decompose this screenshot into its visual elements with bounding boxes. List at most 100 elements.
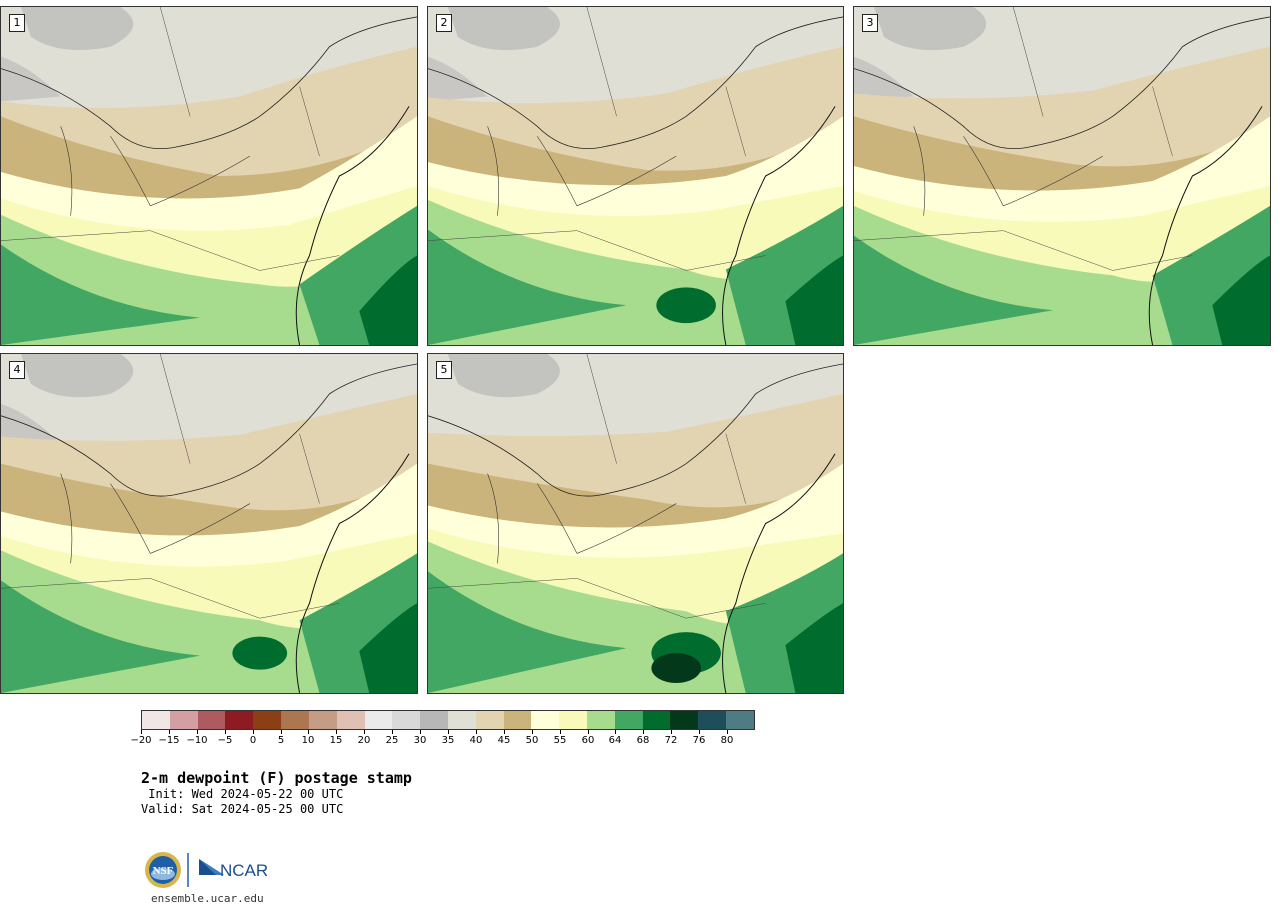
lake-outline [913,126,1103,216]
cold-patch [873,7,987,51]
ocean-humid [359,255,417,345]
colorbar-segment [392,711,421,729]
colorbar-tick-mark [532,730,533,734]
very-humid-patch [656,287,716,324]
colorbar-tick-mark [588,730,589,734]
colorbar-tick-label: 30 [413,735,427,746]
colorbar-tick-mark [476,730,477,734]
dewpoint-map [428,354,843,693]
colorbar-segment [253,711,282,729]
coastline [722,106,836,345]
colorbar-tick-mark [560,730,561,734]
dewpoint-map [1,7,417,345]
humid-zone [428,229,627,345]
cold-patch [447,354,560,398]
colorbar-tick-mark [308,730,309,734]
colorbar-tick-mark [615,730,616,734]
colorbar-tick-label: 55 [553,735,567,746]
dewpoint-map [1,354,417,693]
colorbar [141,710,755,730]
colorbar-tick-label: 60 [581,735,595,746]
colorbar-segment [364,711,393,729]
colorbar-tick-label: 15 [329,735,343,746]
state-borders [1,7,340,271]
tan-band [428,46,843,177]
border-line [428,363,843,497]
coastline [295,106,410,345]
colorbar-tick-label: 10 [301,735,315,746]
colorbar-tick-mark [141,730,142,734]
panel-label: 3 [862,14,878,32]
humid-zone [1,244,201,345]
border-line [428,16,843,150]
ocean-humid [785,255,843,345]
colorbar-segment [447,711,476,729]
colorbar-segment [642,711,671,729]
state-borders [428,7,766,271]
colorbar-segment [281,711,309,729]
colorbar-segment [336,711,365,729]
colorbar-tick-label: −20 [130,735,152,746]
valid-time: Valid: Sat 2024-05-25 00 UTC [141,802,344,816]
colorbar-segment [559,711,587,729]
colorbar-segment [308,711,337,729]
colorbar-tick-label: 0 [249,735,257,746]
colorbar-segment [225,711,254,729]
colorbar-tick-mark [392,730,393,734]
colorbar-segment [503,711,532,729]
map-panel-1: 1 [0,6,418,346]
init-time: Init: Wed 2024-05-22 00 UTC [141,787,344,801]
colorbar-tick-mark [504,730,505,734]
lake-outline [487,473,677,564]
colorbar-segment [531,711,560,729]
coastline [1148,106,1263,345]
colorbar-segment [169,711,198,729]
colorbar-segment [142,711,170,729]
colorbar-tick-mark [253,730,254,734]
colorbar-segment [670,711,699,729]
cold-patch [447,7,560,51]
nsf-logo: NSF [145,852,181,888]
map-panel-3: 3 [853,6,1271,346]
state-borders [854,7,1193,271]
colorbar-tick-mark [281,730,282,734]
colorbar-tick-mark [420,730,421,734]
panel-label: 4 [9,361,25,379]
colorbar-tick-label: 80 [720,735,734,746]
humid-zone [854,235,1054,345]
dewpoint-map [854,7,1270,345]
colorbar-tick-label: −5 [217,735,233,746]
ncar-logo: NCAR [199,859,268,880]
colorbar-tick-label: 45 [497,735,511,746]
colorbar-tick-mark [699,730,700,734]
tan-band [1,46,417,181]
colorbar-tick-label: −15 [158,735,180,746]
cold-patch [20,7,134,51]
colorbar-tick-label: 64 [608,735,622,746]
colorbar-tick-label: 25 [385,735,399,746]
map-panel-4: 4 [0,353,418,694]
humid-zone [428,571,627,693]
lake-outline [60,126,250,216]
plot-title: 2-m dewpoint (F) postage stamp [141,769,412,787]
colorbar-segment [698,711,727,729]
colorbar-segment [420,711,448,729]
map-panel-5: 5 [427,353,844,694]
cold-patch [20,354,134,398]
title-block: 2-m dewpoint (F) postage stamp Init: Wed… [141,769,412,817]
colorbar-tick-label: 5 [277,735,285,746]
border-line [1,363,417,497]
colorbar-tick-mark [364,730,365,734]
colorbar-tick-mark [671,730,672,734]
colorbar-segment [475,711,504,729]
colorbar-tick-mark [225,730,226,734]
colorbar-ticks: −20 −15 −10 −5 0 5 10 15 20 25 30 35 40 45 50 55 60 64 68 7… [130,730,755,750]
very-humid-patch [232,636,288,670]
colorbar-segment [197,711,226,729]
colorbar-tick-label: 35 [441,735,455,746]
colorbar-tick-mark [197,730,198,734]
colorbar-tick-mark [448,730,449,734]
colorbar-tick-label: 50 [525,735,539,746]
ocean-humid [1212,255,1270,345]
state-borders [1,354,340,619]
